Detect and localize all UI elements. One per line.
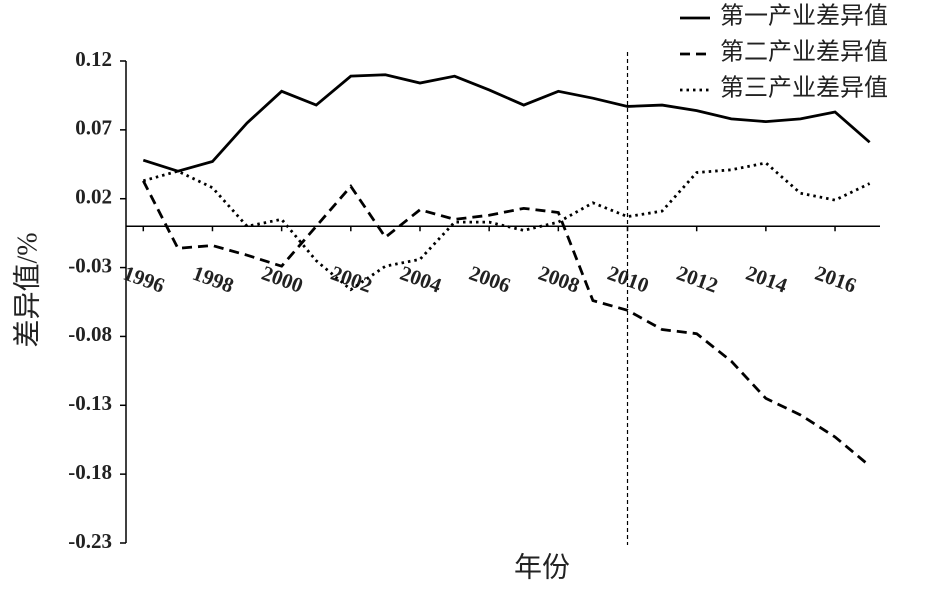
x-axis-label: 年份 xyxy=(514,551,570,583)
x-tick-label: 2012 xyxy=(674,261,722,298)
x-tick-label: 1998 xyxy=(189,261,237,298)
x-tick-label: 2016 xyxy=(812,261,860,298)
y-tick-label: 0.02 xyxy=(75,185,112,209)
y-tick-label: -0.18 xyxy=(68,460,112,484)
legend-label: 第二产业差异值 xyxy=(720,39,888,66)
y-tick-label: -0.23 xyxy=(68,529,112,553)
y-axis-label: 差异值/% xyxy=(11,232,43,347)
y-tick-label: -0.13 xyxy=(68,391,112,415)
y-tick-label: -0.03 xyxy=(68,253,112,277)
y-tick-label: 0.12 xyxy=(75,47,112,71)
y-tick-label: -0.08 xyxy=(68,322,112,346)
x-tick-label: 2008 xyxy=(535,261,583,298)
series-line xyxy=(142,180,871,467)
legend-label: 第三产业差异值 xyxy=(720,75,888,102)
series-line xyxy=(142,161,871,292)
x-tick-label: 2004 xyxy=(397,261,445,298)
x-tick-label: 1996 xyxy=(120,261,168,298)
y-tick-label: 0.07 xyxy=(75,116,112,140)
x-tick-label: 2006 xyxy=(466,261,514,298)
series-line xyxy=(142,73,871,173)
x-tick-label: 2014 xyxy=(743,261,791,298)
x-tick-label: 2010 xyxy=(604,261,652,298)
legend-label: 第一产业差异值 xyxy=(720,3,888,30)
